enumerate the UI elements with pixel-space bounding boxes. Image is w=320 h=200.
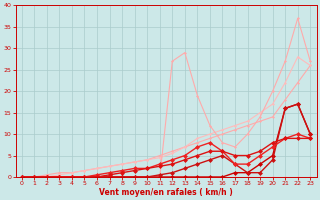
X-axis label: Vent moyen/en rafales ( km/h ): Vent moyen/en rafales ( km/h ) [99,188,233,197]
